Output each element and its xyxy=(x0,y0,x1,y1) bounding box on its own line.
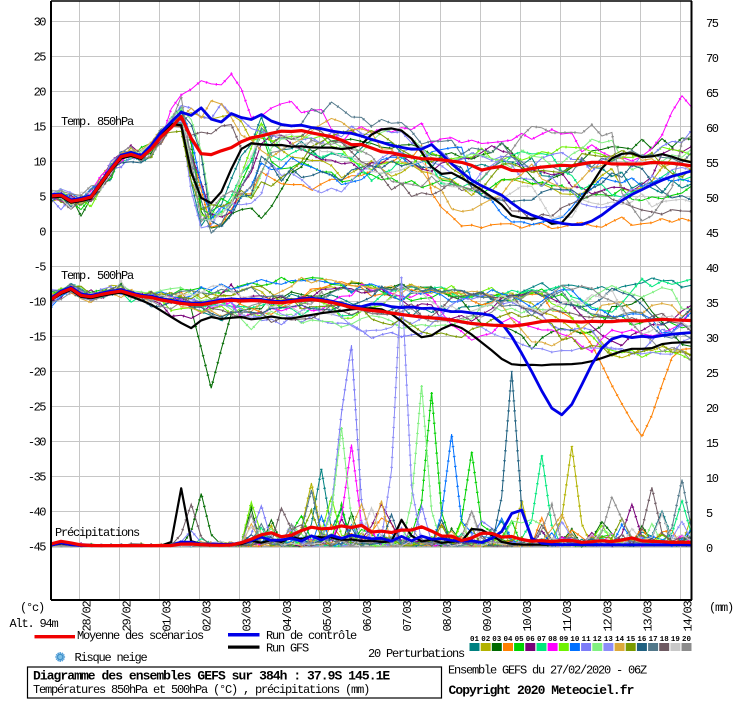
svg-text:11/03: 11/03 xyxy=(561,600,575,631)
svg-text:08: 08 xyxy=(548,636,558,644)
svg-text:12: 12 xyxy=(593,636,603,644)
svg-text:19: 19 xyxy=(671,636,681,644)
svg-text:-5: -5 xyxy=(34,261,47,275)
svg-text:75: 75 xyxy=(706,17,719,31)
svg-text:-40: -40 xyxy=(28,506,46,520)
svg-text:-45: -45 xyxy=(28,541,46,555)
svg-text:07: 07 xyxy=(537,636,546,644)
svg-text:30: 30 xyxy=(34,16,47,30)
svg-text:07/03: 07/03 xyxy=(401,600,415,631)
svg-text:0: 0 xyxy=(39,226,46,240)
svg-text:10: 10 xyxy=(706,472,719,486)
svg-text:01/03: 01/03 xyxy=(161,600,175,631)
svg-text:Risque neige: Risque neige xyxy=(75,651,148,665)
svg-text:02: 02 xyxy=(481,636,491,644)
svg-text:-10: -10 xyxy=(28,296,46,310)
svg-text:-25: -25 xyxy=(28,401,46,415)
svg-text:12/03: 12/03 xyxy=(601,600,615,631)
svg-text:25: 25 xyxy=(706,367,719,381)
svg-text:Températures 850hPa et 500hPa: Températures 850hPa et 500hPa (°C) , pré… xyxy=(33,683,369,697)
svg-text:25: 25 xyxy=(34,51,47,65)
svg-text:04/03: 04/03 xyxy=(281,600,295,631)
svg-text:Temp. 850hPa: Temp. 850hPa xyxy=(61,115,134,129)
svg-text:40: 40 xyxy=(706,262,719,276)
svg-text:17: 17 xyxy=(649,636,658,644)
svg-text:70: 70 xyxy=(706,52,719,66)
svg-text:10: 10 xyxy=(34,156,47,170)
svg-text:Précipitations: Précipitations xyxy=(55,526,140,540)
svg-text:15: 15 xyxy=(706,437,719,451)
svg-text:35: 35 xyxy=(706,297,719,311)
svg-text:18: 18 xyxy=(660,636,670,644)
svg-text:01: 01 xyxy=(470,636,480,644)
svg-text:60: 60 xyxy=(706,122,719,136)
svg-text:0: 0 xyxy=(706,542,713,556)
svg-text:08/03: 08/03 xyxy=(441,600,455,631)
svg-text:15: 15 xyxy=(34,121,47,135)
svg-text:Run GFS: Run GFS xyxy=(266,642,309,656)
svg-text:5: 5 xyxy=(39,191,46,205)
svg-text:65: 65 xyxy=(706,87,719,101)
svg-text:55: 55 xyxy=(706,157,719,171)
svg-text:02/03: 02/03 xyxy=(201,600,215,631)
svg-text:03/03: 03/03 xyxy=(241,600,255,631)
svg-text:20: 20 xyxy=(706,402,719,416)
svg-text:06: 06 xyxy=(526,636,536,644)
svg-text:(°c): (°c) xyxy=(20,601,44,615)
svg-text:50: 50 xyxy=(706,192,719,206)
svg-text:30: 30 xyxy=(706,332,719,346)
svg-text:20: 20 xyxy=(682,636,692,644)
svg-text:16: 16 xyxy=(637,636,647,644)
svg-text:Moyenne des scénarios: Moyenne des scénarios xyxy=(77,629,204,643)
svg-text:Ensemble GEFS du 27/02/2020 -: Ensemble GEFS du 27/02/2020 - 06Z xyxy=(448,664,647,678)
svg-text:Run de contrôle: Run de contrôle xyxy=(266,629,357,643)
svg-text:14: 14 xyxy=(615,636,625,644)
svg-text:-30: -30 xyxy=(28,436,46,450)
svg-text:-15: -15 xyxy=(28,331,46,345)
svg-text:06/03: 06/03 xyxy=(361,600,375,631)
svg-text:20 Perturbations: 20 Perturbations xyxy=(368,647,465,661)
svg-text:-35: -35 xyxy=(28,471,46,485)
svg-text:10/03: 10/03 xyxy=(521,600,535,631)
svg-text:05: 05 xyxy=(515,636,525,644)
svg-text:29/02: 29/02 xyxy=(121,600,135,631)
svg-text:Copyright 2020 Meteociel.fr: Copyright 2020 Meteociel.fr xyxy=(449,683,634,698)
svg-text:10: 10 xyxy=(570,636,580,644)
svg-text:Temp. 500hPa: Temp. 500hPa xyxy=(61,269,134,283)
svg-text:05/03: 05/03 xyxy=(321,600,335,631)
svg-text:09: 09 xyxy=(559,636,569,644)
svg-text:20: 20 xyxy=(34,86,47,100)
svg-text:5: 5 xyxy=(706,507,713,521)
svg-text:15: 15 xyxy=(626,636,636,644)
svg-text:Alt. 94m: Alt. 94m xyxy=(10,617,59,631)
svg-text:11: 11 xyxy=(582,636,592,644)
svg-text:Diagramme des ensembles GEFS s: Diagramme des ensembles GEFS sur 384h : … xyxy=(33,669,390,684)
svg-text:28/02: 28/02 xyxy=(81,600,95,631)
svg-text:13: 13 xyxy=(604,636,614,644)
svg-text:04: 04 xyxy=(503,636,513,644)
svg-text:-20: -20 xyxy=(28,366,46,380)
svg-text:09/03: 09/03 xyxy=(481,600,495,631)
svg-text:14/03: 14/03 xyxy=(681,600,695,631)
svg-text:45: 45 xyxy=(706,227,719,241)
svg-text:(mm): (mm) xyxy=(709,601,733,615)
svg-text:13/03: 13/03 xyxy=(641,600,655,631)
svg-text:03: 03 xyxy=(492,636,502,644)
